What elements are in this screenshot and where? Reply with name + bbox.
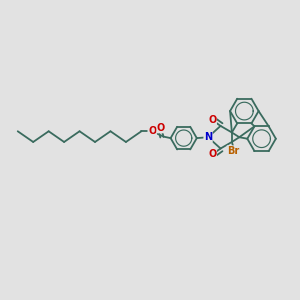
Text: O: O	[208, 115, 216, 125]
Text: O: O	[157, 123, 165, 133]
Text: Br: Br	[227, 146, 239, 156]
Text: N: N	[204, 132, 212, 142]
Text: O: O	[208, 149, 216, 160]
Text: O: O	[148, 126, 156, 136]
